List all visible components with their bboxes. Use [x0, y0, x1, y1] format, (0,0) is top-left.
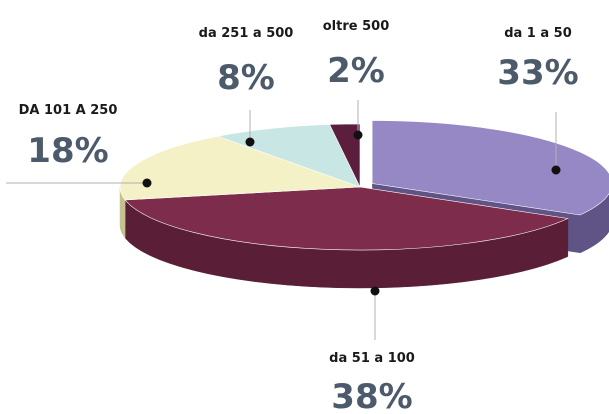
leader-lines [6, 100, 557, 340]
slice-marker-oltre-500 [353, 130, 363, 140]
percent-label-oltre-500: 2% [327, 51, 385, 91]
slice-marker-da-101-a-250 [142, 178, 152, 188]
category-label-da-51-a-100: da 51 a 100 [329, 351, 415, 366]
slice-da-101-a-250 [119, 135, 361, 201]
slice-da-51-a-100 [124, 186, 569, 251]
slice-labels: da 1 a 50 33% da 51 a 100 38% DA 101 A 250 18… [19, 19, 579, 414]
category-label-da-101-a-250: DA 101 A 250 [19, 103, 118, 118]
percent-label-da-101-a-250: 18% [27, 131, 108, 171]
slice-marker-da-1-a-50 [551, 165, 561, 175]
pie-tops [119, 120, 609, 251]
percent-label-da-251-a-500: 8% [217, 58, 275, 98]
slice-oltre-500 [329, 123, 361, 188]
percent-label-da-51-a-100: 38% [331, 377, 412, 414]
percent-label-da-1-a-50: 33% [497, 53, 578, 93]
category-label-da-1-a-50: da 1 a 50 [504, 26, 572, 41]
category-label-da-251-a-500: da 251 a 500 [199, 26, 294, 41]
slice-marker-da-51-a-100 [370, 286, 380, 296]
category-label-oltre-500: oltre 500 [323, 19, 390, 34]
slice-da-1-a-50 [371, 120, 609, 216]
slice-marker-da-251-a-500 [245, 137, 255, 147]
slice-markers [142, 130, 561, 296]
